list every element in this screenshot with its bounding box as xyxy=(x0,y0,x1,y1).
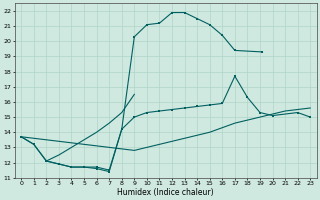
X-axis label: Humidex (Indice chaleur): Humidex (Indice chaleur) xyxy=(117,188,214,197)
